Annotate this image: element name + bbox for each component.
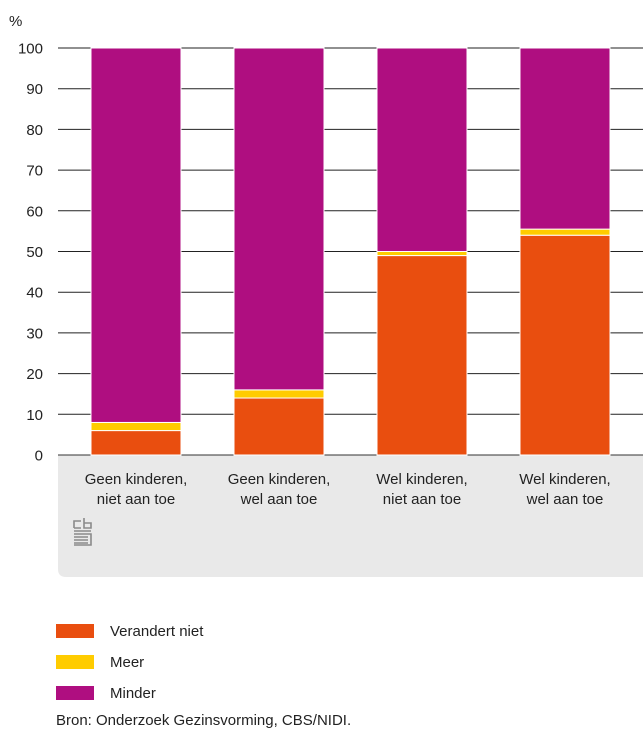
- legend-label: Minder: [110, 684, 156, 702]
- legend-item-verandert-niet: Verandert niet: [56, 622, 203, 640]
- bar-segment-verandert-niet: [233, 397, 325, 456]
- x-tick-label: niet aan toe: [383, 491, 461, 508]
- y-tick-label: 60: [26, 203, 43, 220]
- logo-stroke: [83, 518, 92, 529]
- cbs-logo-icon: [73, 518, 92, 546]
- source-note: Bron: Onderzoek Gezinsvorming, CBS/NIDI.: [56, 712, 352, 729]
- bar-segment-verandert-niet: [519, 234, 611, 456]
- stacked-bar-chart: % 0 10 20 30 40 50 60 70 80 90 100 Geen kinderen, nie…: [9, 13, 643, 577]
- bar-segment-minder: [519, 47, 611, 230]
- y-tick-label: 30: [26, 325, 43, 342]
- x-tick-label: wel aan toe: [526, 491, 604, 508]
- legend-label: Verandert niet: [110, 622, 204, 640]
- legend-swatch: [56, 686, 94, 700]
- bar-segment-meer: [519, 228, 611, 236]
- bar-segment-verandert-niet: [90, 430, 182, 456]
- category-axis-panel: [58, 455, 643, 577]
- legend-item-meer: Meer: [56, 653, 203, 671]
- y-tick-label: 20: [26, 366, 43, 383]
- x-tick-label: Geen kinderen,: [228, 471, 331, 488]
- y-tick-label: 70: [26, 163, 43, 180]
- x-tick-label: Geen kinderen,: [85, 471, 188, 488]
- y-tick-label: 80: [26, 122, 43, 139]
- bar-segment-minder: [376, 47, 468, 252]
- bar-segment-meer: [376, 251, 468, 257]
- legend-label: Meer: [110, 653, 145, 671]
- y-tick-label: 50: [26, 244, 43, 261]
- logo-stroke: [74, 530, 92, 546]
- legend-item-minder: Minder: [56, 684, 203, 702]
- y-tick-label: 40: [26, 285, 43, 302]
- y-tick-label: 90: [26, 81, 43, 98]
- logo-stroke: [73, 520, 81, 529]
- y-tick-label: 0: [35, 448, 43, 465]
- bar-segment-meer: [233, 389, 325, 399]
- y-axis-unit-label: %: [9, 13, 22, 30]
- bar-segment-minder: [233, 47, 325, 391]
- bar-segment-minder: [90, 47, 182, 423]
- x-tick-label: Wel kinderen,: [376, 471, 467, 488]
- bar-segment-meer: [90, 421, 182, 432]
- legend-swatch: [56, 624, 94, 638]
- x-tick-label: wel aan toe: [240, 491, 318, 508]
- y-tick-label: 10: [26, 407, 43, 424]
- legend: Verandert niet Meer Minder: [56, 622, 203, 715]
- x-tick-label: Wel kinderen,: [519, 471, 610, 488]
- bar-segment-verandert-niet: [376, 255, 468, 456]
- legend-swatch: [56, 655, 94, 669]
- x-tick-label: niet aan toe: [97, 491, 175, 508]
- y-tick-label: 100: [18, 41, 43, 58]
